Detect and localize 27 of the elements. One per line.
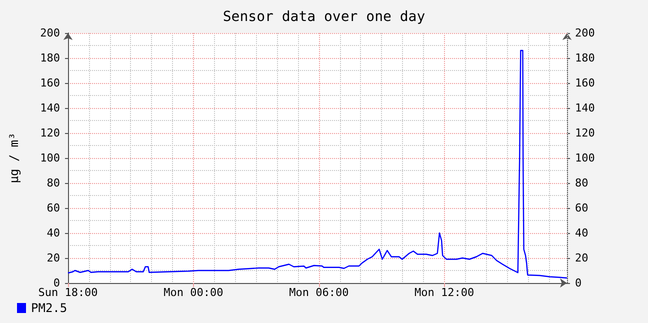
y-tick-label: 100 — [40, 152, 60, 164]
y-tick-label: 80 — [46, 176, 60, 190]
y-tick-label: 40 — [46, 226, 60, 240]
y2-tick-label: 120 — [575, 126, 595, 140]
x-tick-label: Mon 06:00 — [289, 286, 349, 299]
y2-tick-label: 200 — [575, 26, 595, 40]
y-tick-label: 140 — [40, 102, 60, 114]
y2-tick-label: 140 — [575, 102, 595, 114]
y-tick-label: 60 — [46, 202, 60, 214]
y-axis-title: µg / m³ — [7, 132, 21, 184]
x-tick-label: Mon 00:00 — [164, 286, 224, 299]
chart-title: Sensor data over one day — [222, 9, 426, 25]
x-tick-label: Mon 12:00 — [414, 286, 474, 299]
y2-tick-label: 160 — [575, 76, 595, 90]
y-tick-label: 180 — [40, 52, 60, 64]
y-tick-label: 20 — [46, 252, 60, 264]
y2-tick-label: 100 — [575, 152, 595, 164]
legend-label: PM2.5 — [31, 301, 68, 315]
y2-tick-label: 0 — [575, 276, 582, 290]
y-tick-label: 160 — [40, 76, 60, 90]
y-tick-label: 200 — [40, 26, 60, 40]
y2-tick-label: 60 — [575, 202, 588, 214]
y2-tick-label: 40 — [575, 226, 588, 240]
y2-tick-label: 80 — [575, 176, 588, 190]
y2-tick-label: 20 — [575, 252, 588, 264]
y-tick-label: 120 — [40, 126, 60, 140]
y2-tick-label: 180 — [575, 52, 595, 64]
